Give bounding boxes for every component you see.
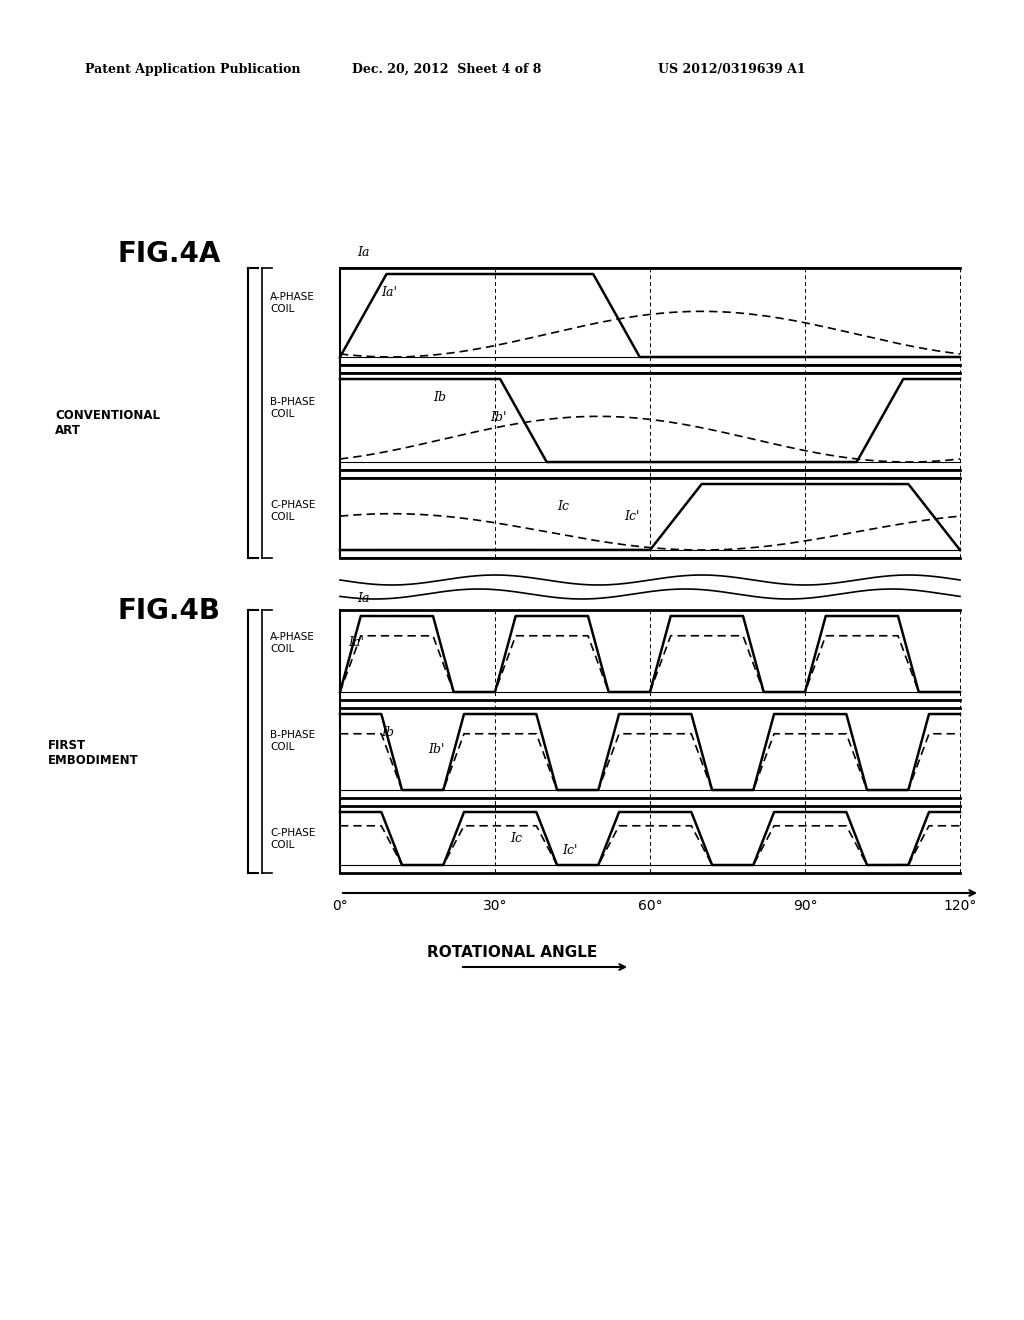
Text: FIG.4B: FIG.4B bbox=[118, 597, 221, 624]
Text: ROTATIONAL ANGLE: ROTATIONAL ANGLE bbox=[427, 945, 597, 960]
Text: Ia': Ia' bbox=[348, 636, 364, 649]
Text: Ic: Ic bbox=[557, 500, 569, 513]
Text: CONVENTIONAL
ART: CONVENTIONAL ART bbox=[55, 409, 160, 437]
Text: Patent Application Publication: Patent Application Publication bbox=[85, 63, 300, 77]
Text: Ic: Ic bbox=[511, 832, 522, 845]
Text: Ia: Ia bbox=[357, 246, 370, 259]
Text: Ib': Ib' bbox=[489, 411, 506, 424]
Text: 90°: 90° bbox=[793, 899, 817, 913]
Text: B-PHASE
COIL: B-PHASE COIL bbox=[270, 730, 315, 751]
Text: Ib: Ib bbox=[433, 391, 446, 404]
Text: FIRST
EMBODIMENT: FIRST EMBODIMENT bbox=[48, 739, 138, 767]
Text: Ib: Ib bbox=[381, 726, 394, 739]
Text: A-PHASE
COIL: A-PHASE COIL bbox=[270, 632, 314, 653]
Text: 30°: 30° bbox=[482, 899, 507, 913]
Text: FIG.4A: FIG.4A bbox=[118, 240, 221, 268]
Text: 120°: 120° bbox=[943, 899, 977, 913]
Text: 60°: 60° bbox=[638, 899, 663, 913]
Text: Ia': Ia' bbox=[381, 286, 397, 300]
Text: US 2012/0319639 A1: US 2012/0319639 A1 bbox=[658, 63, 806, 77]
Text: Ia: Ia bbox=[357, 591, 370, 605]
Text: Ic': Ic' bbox=[562, 843, 578, 857]
Text: B-PHASE
COIL: B-PHASE COIL bbox=[270, 397, 315, 418]
Text: C-PHASE
COIL: C-PHASE COIL bbox=[270, 500, 315, 521]
Text: C-PHASE
COIL: C-PHASE COIL bbox=[270, 828, 315, 850]
Text: Ib': Ib' bbox=[428, 743, 444, 756]
Text: Dec. 20, 2012  Sheet 4 of 8: Dec. 20, 2012 Sheet 4 of 8 bbox=[352, 63, 542, 77]
Text: Ic': Ic' bbox=[625, 510, 640, 523]
Text: 0°: 0° bbox=[332, 899, 348, 913]
Text: A-PHASE
COIL: A-PHASE COIL bbox=[270, 292, 314, 314]
